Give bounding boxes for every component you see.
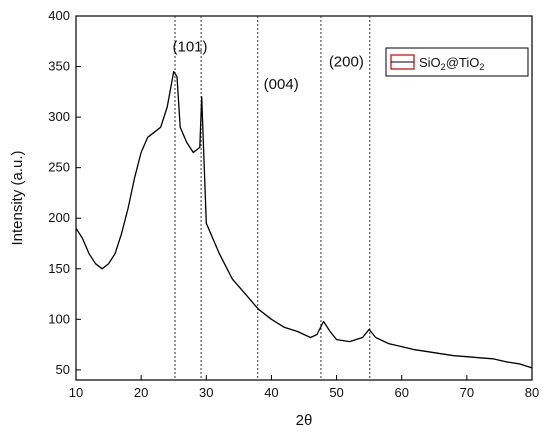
legend: SiO2@TiO2 (385, 47, 529, 77)
y-tick-label: 50 (56, 362, 70, 377)
legend-label: SiO2@TiO2 (419, 55, 484, 72)
peak-annotation: (200) (329, 54, 364, 71)
y-axis: 50 100 150 200 250 300 350 400 (48, 8, 81, 377)
y-tick-label: 300 (48, 109, 70, 124)
x-tick-label: 30 (199, 385, 213, 400)
x-tick-label: 70 (460, 385, 474, 400)
x-tick-label: 10 (69, 385, 83, 400)
x-tick-label: 80 (525, 385, 539, 400)
y-tick-label: 350 (48, 59, 70, 74)
y-axis-label: Intensity (a.u.) (9, 150, 26, 245)
y-tick-label: 250 (48, 160, 70, 175)
peak-annotation: (101) (172, 38, 207, 55)
annotations: (101) (004) (200) (172, 38, 363, 92)
peak-annotation: (004) (264, 76, 299, 93)
x-tick-label: 50 (329, 385, 343, 400)
data-series-line (75, 70, 533, 369)
x-axis: 10 20 30 40 50 60 70 80 (69, 375, 539, 400)
x-tick-label: 40 (264, 385, 278, 400)
y-tick-label: 150 (48, 261, 70, 276)
x-axis-label: 2θ (296, 412, 313, 429)
x-tick-label: 60 (394, 385, 408, 400)
x-tick-label: 20 (134, 385, 148, 400)
y-tick-label: 400 (48, 8, 70, 23)
reference-lines (174, 16, 371, 380)
y-tick-label: 100 (48, 311, 70, 326)
y-tick-label: 200 (48, 210, 70, 225)
series-layer (75, 70, 533, 369)
plot-frame (75, 15, 533, 381)
